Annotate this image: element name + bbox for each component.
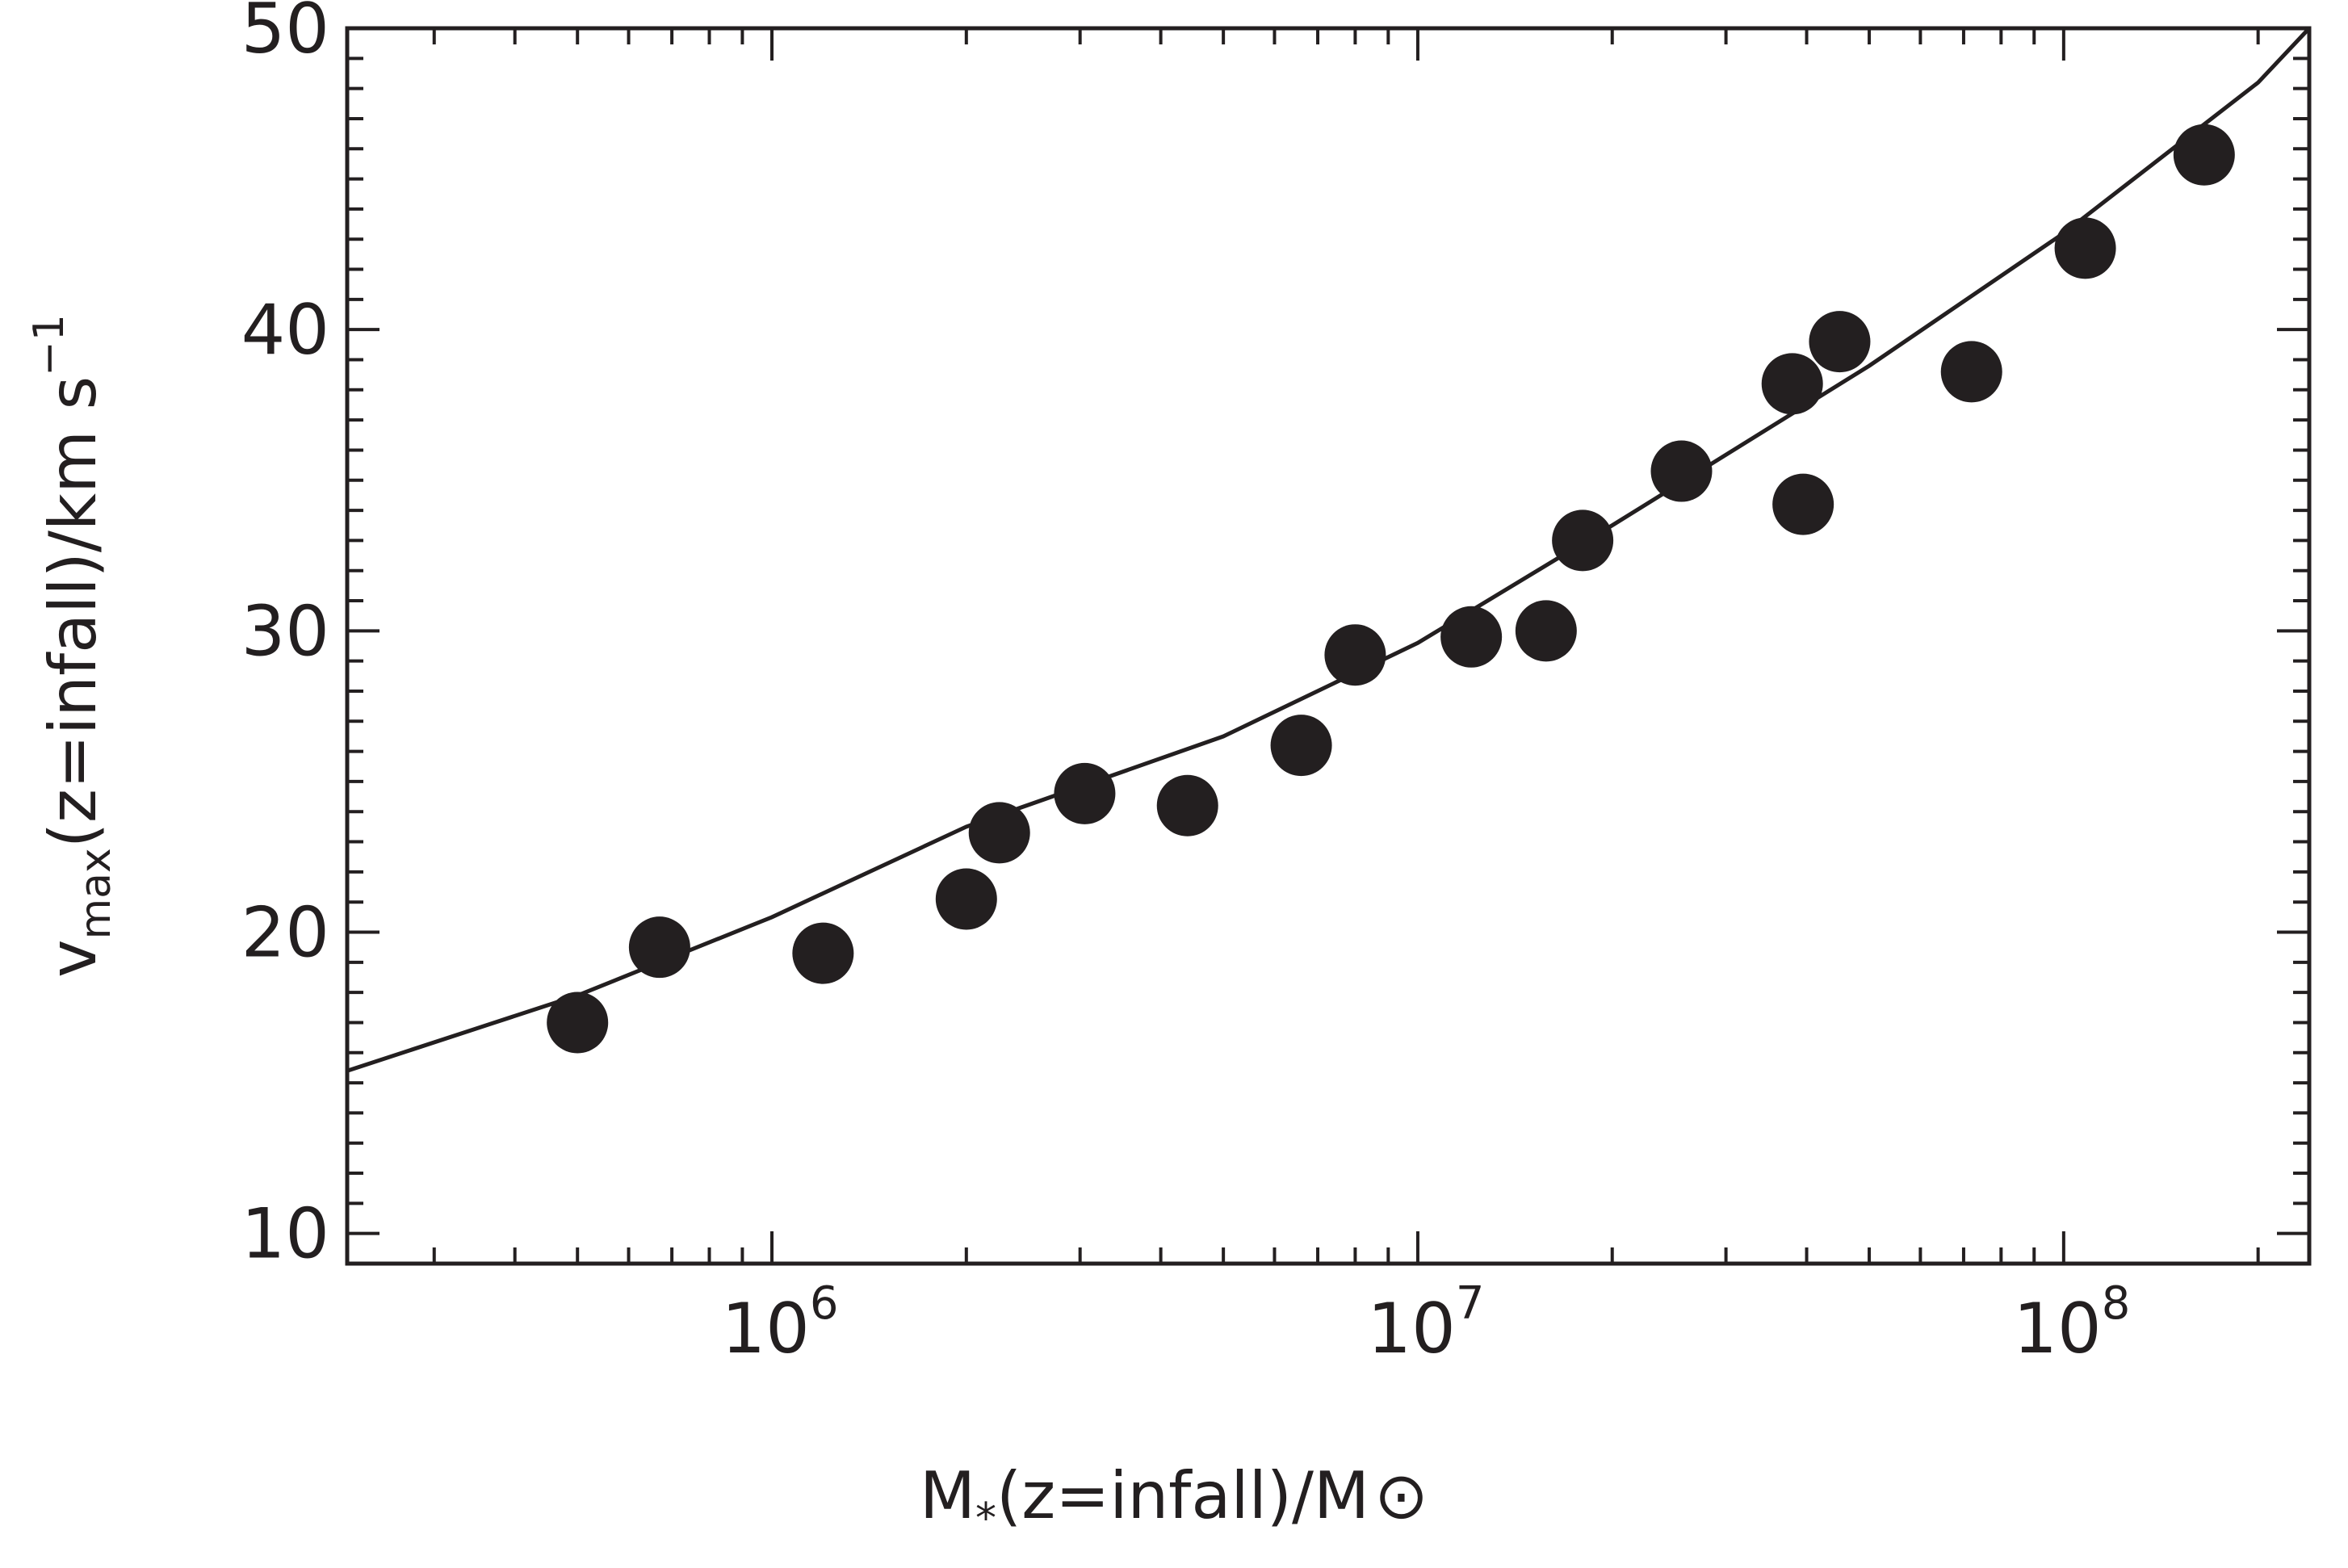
data-point xyxy=(628,916,690,979)
x-tick-label: 106 xyxy=(721,1277,838,1369)
x-axis-title: M*(z=infall)/M⊙ xyxy=(920,1458,1428,1543)
data-point xyxy=(1270,715,1332,777)
data-point xyxy=(1440,606,1503,668)
data-point xyxy=(1809,311,1871,373)
data-points xyxy=(547,124,2235,1054)
data-point xyxy=(1054,762,1116,824)
y-axis-title: vmax(z=infall)/km s−1 xyxy=(25,314,120,978)
data-point xyxy=(1650,440,1713,502)
fit-curve xyxy=(346,27,2311,1073)
x-tick-label: 107 xyxy=(1367,1277,1484,1369)
y-tick-label: 50 xyxy=(241,0,329,69)
x-tick-labels: 106 107 108 xyxy=(721,1277,2130,1369)
plot-frame xyxy=(345,26,2312,1266)
data-point xyxy=(935,868,997,930)
data-point xyxy=(1515,600,1577,662)
data-point xyxy=(792,922,854,984)
data-point xyxy=(2173,124,2235,186)
y-tick-label: 20 xyxy=(241,893,329,974)
data-point xyxy=(2054,217,2116,279)
x-tick-label: 108 xyxy=(2013,1277,2130,1369)
y-tick-label: 30 xyxy=(241,591,329,672)
data-point xyxy=(1772,473,1834,535)
data-point xyxy=(1324,624,1386,686)
data-point xyxy=(1156,774,1218,836)
data-point xyxy=(1552,509,1614,572)
data-point xyxy=(968,802,1030,864)
data-point xyxy=(1940,341,2002,403)
data-point xyxy=(1761,353,1823,415)
y-tick-labels: 10 20 30 40 50 xyxy=(241,0,329,1275)
y-tick-label: 10 xyxy=(241,1194,329,1275)
data-point xyxy=(547,992,609,1054)
y-tick-label: 40 xyxy=(241,290,329,371)
